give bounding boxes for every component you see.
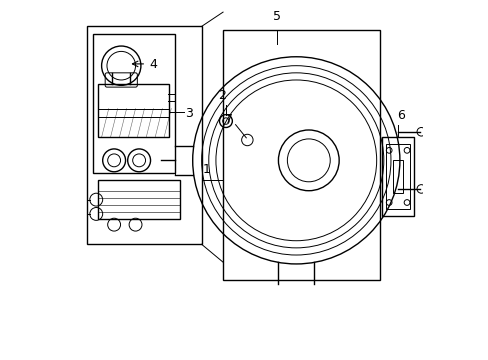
Text: 7: 7 bbox=[225, 113, 233, 126]
Bar bbox=[98, 84, 169, 137]
Text: 6: 6 bbox=[396, 109, 404, 122]
Bar bbox=[93, 33, 175, 173]
Text: 5: 5 bbox=[272, 10, 280, 23]
Text: 2: 2 bbox=[218, 90, 225, 103]
Text: 1: 1 bbox=[203, 163, 210, 176]
Circle shape bbox=[416, 127, 425, 136]
Bar bbox=[392, 160, 402, 193]
Bar bbox=[98, 180, 180, 219]
Text: 3: 3 bbox=[185, 107, 193, 120]
Bar bbox=[381, 137, 413, 216]
Circle shape bbox=[416, 185, 425, 193]
Text: 4: 4 bbox=[149, 58, 158, 71]
Bar bbox=[386, 144, 409, 208]
Bar bbox=[87, 26, 201, 244]
Bar bbox=[223, 30, 380, 280]
